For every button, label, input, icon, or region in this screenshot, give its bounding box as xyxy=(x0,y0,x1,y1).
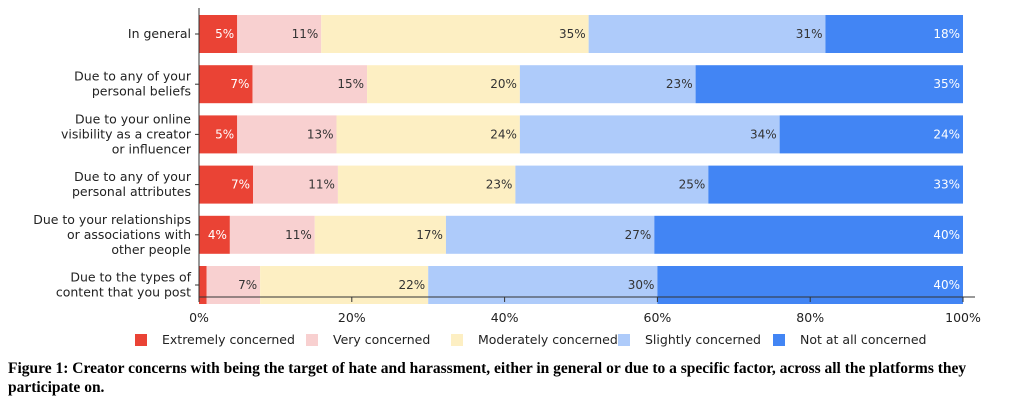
bar-4-row-1 xyxy=(588,15,826,53)
bar-4-row-2 xyxy=(519,65,696,104)
data-label-1-row-3: 5% xyxy=(215,127,234,141)
data-label-3-row-5: 17% xyxy=(416,228,443,242)
data-label-1-row-1: 5% xyxy=(215,27,234,41)
data-label-2-row-4: 11% xyxy=(308,178,335,192)
data-label-2-row-1: 11% xyxy=(292,27,319,41)
bar-3-row-2 xyxy=(367,65,520,104)
category-label-2: Due to any of your personal beliefs xyxy=(74,69,192,99)
data-label-2-row-3: 13% xyxy=(307,127,334,141)
x-tick-label-3: 40% xyxy=(491,310,519,325)
data-label-4-row-5: 27% xyxy=(625,228,652,242)
bar-3-row-5 xyxy=(314,215,446,254)
figure-caption: Figure 1: Creator concerns with being th… xyxy=(8,360,967,396)
data-label-2-row-5: 11% xyxy=(285,228,312,242)
bar-2-row-5 xyxy=(229,215,315,254)
bar-2-row-1 xyxy=(237,15,322,53)
bar-1-row-1 xyxy=(199,15,238,53)
legend-swatch-4 xyxy=(618,334,630,346)
data-label-3-row-1: 35% xyxy=(559,27,586,41)
bar-3-row-3 xyxy=(336,115,520,154)
data-label-1-row-2: 7% xyxy=(230,77,249,91)
legend-swatch-2 xyxy=(306,334,318,346)
data-label-2-row-2: 15% xyxy=(337,77,364,91)
legend-label-4: Slightly concerned xyxy=(645,332,761,347)
data-label-2-row-6: 7% xyxy=(238,278,257,292)
bar-3-row-6 xyxy=(260,266,429,304)
bar-4-row-3 xyxy=(519,115,780,154)
category-label-4: Due to any of your personal attributes xyxy=(72,169,192,199)
data-label-5-row-2: 35% xyxy=(933,77,960,91)
x-tick-label-2: 20% xyxy=(338,310,366,325)
data-label-5-row-5: 40% xyxy=(933,228,960,242)
bar-1-row-3 xyxy=(199,115,238,154)
x-tick-label-5: 80% xyxy=(796,310,824,325)
data-label-5-row-3: 24% xyxy=(933,127,960,141)
bar-3-row-1 xyxy=(321,15,589,53)
data-label-5-row-1: 18% xyxy=(933,27,960,41)
data-label-4-row-6: 30% xyxy=(628,278,655,292)
bar-4-row-4 xyxy=(515,165,709,204)
bar-5-row-2 xyxy=(695,65,963,104)
data-label-3-row-2: 20% xyxy=(490,77,517,91)
category-label-1: In general xyxy=(128,26,191,41)
bar-1-row-2 xyxy=(199,65,253,104)
data-label-4-row-4: 25% xyxy=(679,178,706,192)
x-tick-label-1: 0% xyxy=(189,310,209,325)
data-label-1-row-4: 7% xyxy=(231,178,250,192)
x-tick-label-4: 60% xyxy=(644,310,672,325)
category-label-3: Due to your online visibility as a creato… xyxy=(61,111,192,156)
bar-5-row-4 xyxy=(708,165,963,204)
data-label-5-row-4: 33% xyxy=(933,178,960,192)
bar-4-row-6 xyxy=(428,266,658,304)
x-tick-label-6: 100% xyxy=(945,310,981,325)
category-label-6: Due to the types of content that you post xyxy=(56,270,192,300)
bar-5-row-5 xyxy=(654,215,963,254)
data-label-4-row-2: 23% xyxy=(666,77,693,91)
legend-swatch-5 xyxy=(773,334,785,346)
bar-3-row-4 xyxy=(337,165,516,204)
data-label-4-row-1: 31% xyxy=(796,27,823,41)
legend-label-5: Not at all concerned xyxy=(800,332,926,347)
data-label-5-row-6: 40% xyxy=(933,278,960,292)
bar-4-row-5 xyxy=(445,215,655,254)
bar-2-row-4 xyxy=(253,165,338,204)
legend-label-2: Very concerned xyxy=(333,332,430,347)
data-label-3-row-3: 24% xyxy=(490,127,517,141)
legend-swatch-1 xyxy=(135,334,147,346)
bar-1-row-6 xyxy=(199,266,207,304)
bar-1-row-4 xyxy=(199,165,254,204)
data-label-1-row-5: 4% xyxy=(208,228,227,242)
bar-1-row-5 xyxy=(199,215,230,254)
data-label-3-row-6: 22% xyxy=(399,278,426,292)
bar-2-row-6 xyxy=(206,266,261,304)
bar-5-row-1 xyxy=(825,15,963,53)
stacked-bar-chart: 5% 11% 35% 31% 18% In general 7% 15% 20% 23% 35% Du… xyxy=(33,8,981,347)
legend-swatch-3 xyxy=(451,334,463,346)
bar-2-row-3 xyxy=(237,115,337,154)
bar-2-row-2 xyxy=(252,65,368,104)
category-label-5: Due to your relationships or associations… xyxy=(33,212,191,257)
legend-label-1: Extremely concerned xyxy=(162,332,295,347)
bar-5-row-3 xyxy=(779,115,963,154)
data-label-4-row-3: 34% xyxy=(750,127,777,141)
data-label-3-row-4: 23% xyxy=(486,178,513,192)
legend-label-3: Moderately concerned xyxy=(478,332,618,347)
